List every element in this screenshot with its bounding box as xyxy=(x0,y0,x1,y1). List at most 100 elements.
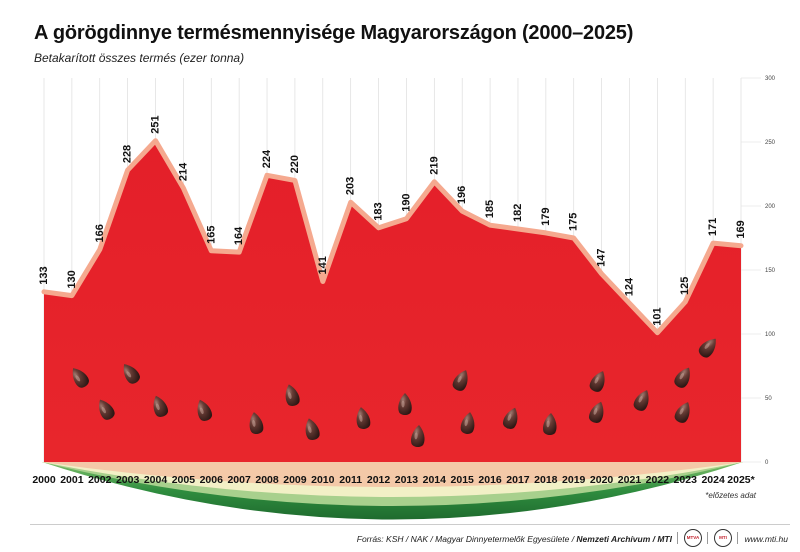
seed-shape xyxy=(543,413,557,435)
value-labels: 133 130 166 228 251 214 165 164 224 220 141 203 183 1… xyxy=(38,115,747,325)
footer: Forrás: KSH / NAK / Magyar Dinnyetermelő… xyxy=(0,524,800,552)
seed-shape xyxy=(285,384,300,406)
value-label: 124 xyxy=(623,277,635,296)
seed-highlight xyxy=(414,432,418,440)
seed-highlight xyxy=(155,403,160,411)
seed-highlight xyxy=(199,407,204,415)
seed-icon xyxy=(285,384,300,406)
seed-highlight xyxy=(594,377,599,384)
value-label: 214 xyxy=(177,162,189,181)
seed-highlight xyxy=(464,419,468,427)
seed-icon xyxy=(411,425,425,447)
chart-title: A görögdinnye termésmennyisége Magyarors… xyxy=(34,22,634,44)
x-tick-label: 2016 xyxy=(478,474,502,486)
seed-highlight xyxy=(507,414,512,421)
value-label: 130 xyxy=(66,270,78,288)
seed-shape xyxy=(398,393,412,415)
seed-highlight xyxy=(308,426,312,433)
seed-highlight xyxy=(252,419,256,427)
seed-icon xyxy=(589,371,605,392)
value-label: 203 xyxy=(345,177,357,195)
x-tick-label: 2000 xyxy=(32,474,56,486)
website-link[interactable]: www.mti.hu xyxy=(744,534,788,544)
seed-icon xyxy=(460,412,475,434)
seed-icon xyxy=(674,402,690,423)
y-tick-label: 300 xyxy=(765,76,776,82)
x-tick-label: 2002 xyxy=(88,474,112,486)
value-label: 133 xyxy=(38,266,50,284)
seed-icon xyxy=(249,412,264,434)
seed-icon xyxy=(99,399,115,420)
preliminary-data-note: *előzetes adat xyxy=(705,491,756,500)
seed-shape xyxy=(249,412,264,434)
seed-highlight xyxy=(359,414,363,422)
seed-icon xyxy=(452,370,468,391)
seed-icon xyxy=(674,367,690,388)
x-tick-label: 2011 xyxy=(339,474,362,486)
footer-separator xyxy=(677,532,678,544)
watermelon-area-chart: 0 50 100 150 200 250 300 133 130 166 228 251 214 165… xyxy=(32,76,776,520)
value-label: 220 xyxy=(289,155,301,173)
x-tick-label: 2022 xyxy=(646,474,670,486)
value-label: 169 xyxy=(735,220,747,238)
source-text: Forrás: KSH / NAK / Magyar Dinnyetermelő… xyxy=(356,534,577,544)
value-label: 175 xyxy=(568,213,580,231)
seed-icon xyxy=(543,413,557,435)
value-label: 228 xyxy=(122,145,134,163)
x-tick-label: 2021 xyxy=(618,474,642,486)
seed-highlight xyxy=(75,375,81,382)
x-tick-label: 2024 xyxy=(701,474,725,486)
seed-highlight xyxy=(679,372,685,380)
seed-icon xyxy=(305,418,320,440)
x-tick-label: 2009 xyxy=(283,474,307,486)
seed-shape xyxy=(305,418,320,440)
seed-highlight xyxy=(593,408,598,415)
value-label: 251 xyxy=(150,115,162,133)
seed-shape xyxy=(123,364,140,384)
footer-separator xyxy=(737,532,738,544)
x-tick-label: 2015 xyxy=(451,474,475,486)
seed-icon xyxy=(398,393,412,415)
seed-highlight xyxy=(457,376,462,383)
value-label: 179 xyxy=(540,208,552,226)
value-label: 165 xyxy=(205,225,217,243)
seed-shape xyxy=(411,425,425,447)
x-tick-label: 2018 xyxy=(534,474,558,486)
value-label: 125 xyxy=(679,277,691,295)
x-tick-label: 2008 xyxy=(255,474,279,486)
source-credit: Forrás: KSH / NAK / Magyar Dinnyetermelő… xyxy=(357,534,672,544)
y-tick-label: 150 xyxy=(765,268,776,274)
seed-shape xyxy=(72,368,89,388)
seed-highlight xyxy=(704,343,710,349)
value-label: 166 xyxy=(94,224,106,242)
seed-shape xyxy=(99,399,115,420)
chart-subtitle: Betakarított összes termés (ezer tonna) xyxy=(34,51,245,65)
y-tick-label: 100 xyxy=(765,332,776,338)
seed-icon xyxy=(72,368,89,388)
x-tick-label: 2012 xyxy=(367,474,391,486)
seed-highlight xyxy=(288,392,292,399)
production-area-fill xyxy=(44,140,741,462)
x-tick-label: 2007 xyxy=(227,474,251,486)
y-tick-label: 0 xyxy=(765,460,769,466)
y-tick-label: 50 xyxy=(765,396,772,402)
x-tick-label: 2006 xyxy=(200,474,224,486)
value-label: 101 xyxy=(651,307,663,325)
seed-icon xyxy=(153,395,169,417)
seed-highlight xyxy=(101,406,107,414)
seed-highlight xyxy=(638,396,643,403)
x-tick-label: 2019 xyxy=(562,474,586,486)
x-tick-label: 2004 xyxy=(144,474,168,486)
seed-shape xyxy=(197,399,213,421)
footer-separator xyxy=(707,532,708,544)
x-tick-label: 2025* xyxy=(727,474,755,486)
value-label: 164 xyxy=(233,226,245,245)
value-label: 147 xyxy=(596,248,608,266)
x-tick-label: 2010 xyxy=(311,474,335,486)
mti-logo: MTI xyxy=(714,529,732,547)
x-tick-label: 2017 xyxy=(506,474,530,486)
y-tick-label: 250 xyxy=(765,140,776,146)
y-axis: 0 50 100 150 200 250 300 xyxy=(741,76,776,466)
value-label: 171 xyxy=(707,218,719,236)
